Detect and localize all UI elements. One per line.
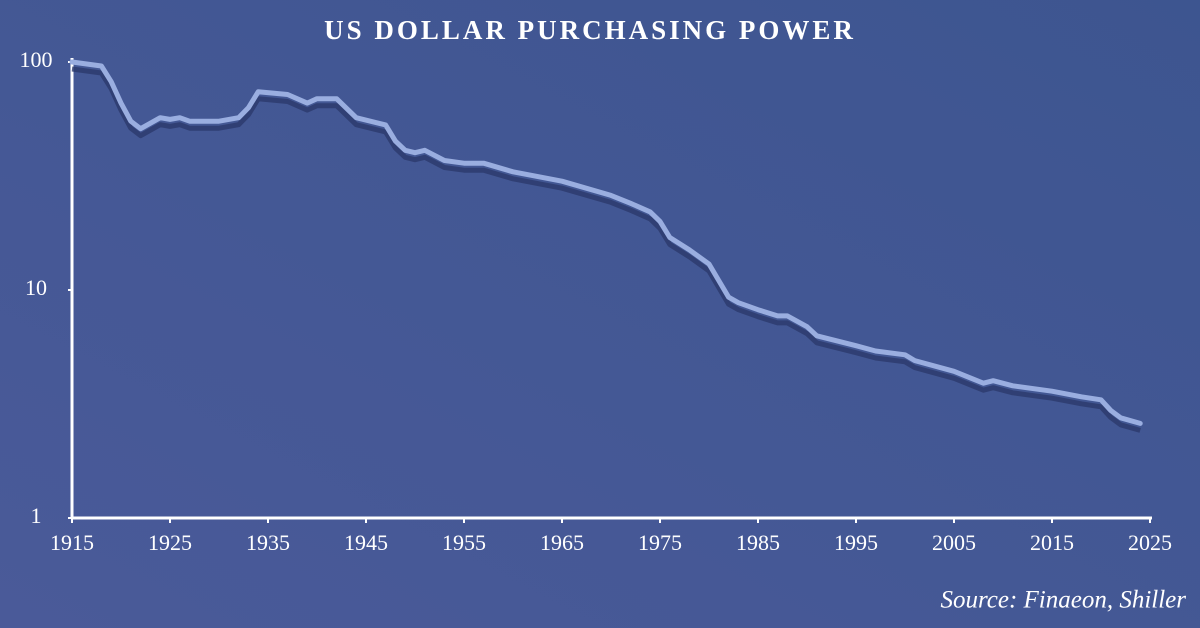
x-tick-label: 1925 [148,530,192,555]
x-tick-label: 2025 [1128,530,1172,555]
y-tick-label: 1 [31,503,42,528]
x-tick-label: 1985 [736,530,780,555]
x-tick-label: 1945 [344,530,388,555]
x-tick-label: 1975 [638,530,682,555]
x-tick-label: 1955 [442,530,486,555]
x-tick-label: 1915 [50,530,94,555]
x-tick-label: 1935 [246,530,290,555]
x-tick-label: 2005 [932,530,976,555]
y-tick-label: 10 [25,275,47,300]
y-tick-label: 100 [20,47,53,72]
source: Source: Finaeon, Shiller [940,587,1186,614]
x-tick-label: 2015 [1030,530,1074,555]
series-line [69,59,1143,426]
x-tick-label: 1995 [834,530,878,555]
chart-title: US DOLLAR PURCHASING POWER [324,15,856,45]
x-tick-label: 1965 [540,530,584,555]
line-shadow [71,66,1141,433]
